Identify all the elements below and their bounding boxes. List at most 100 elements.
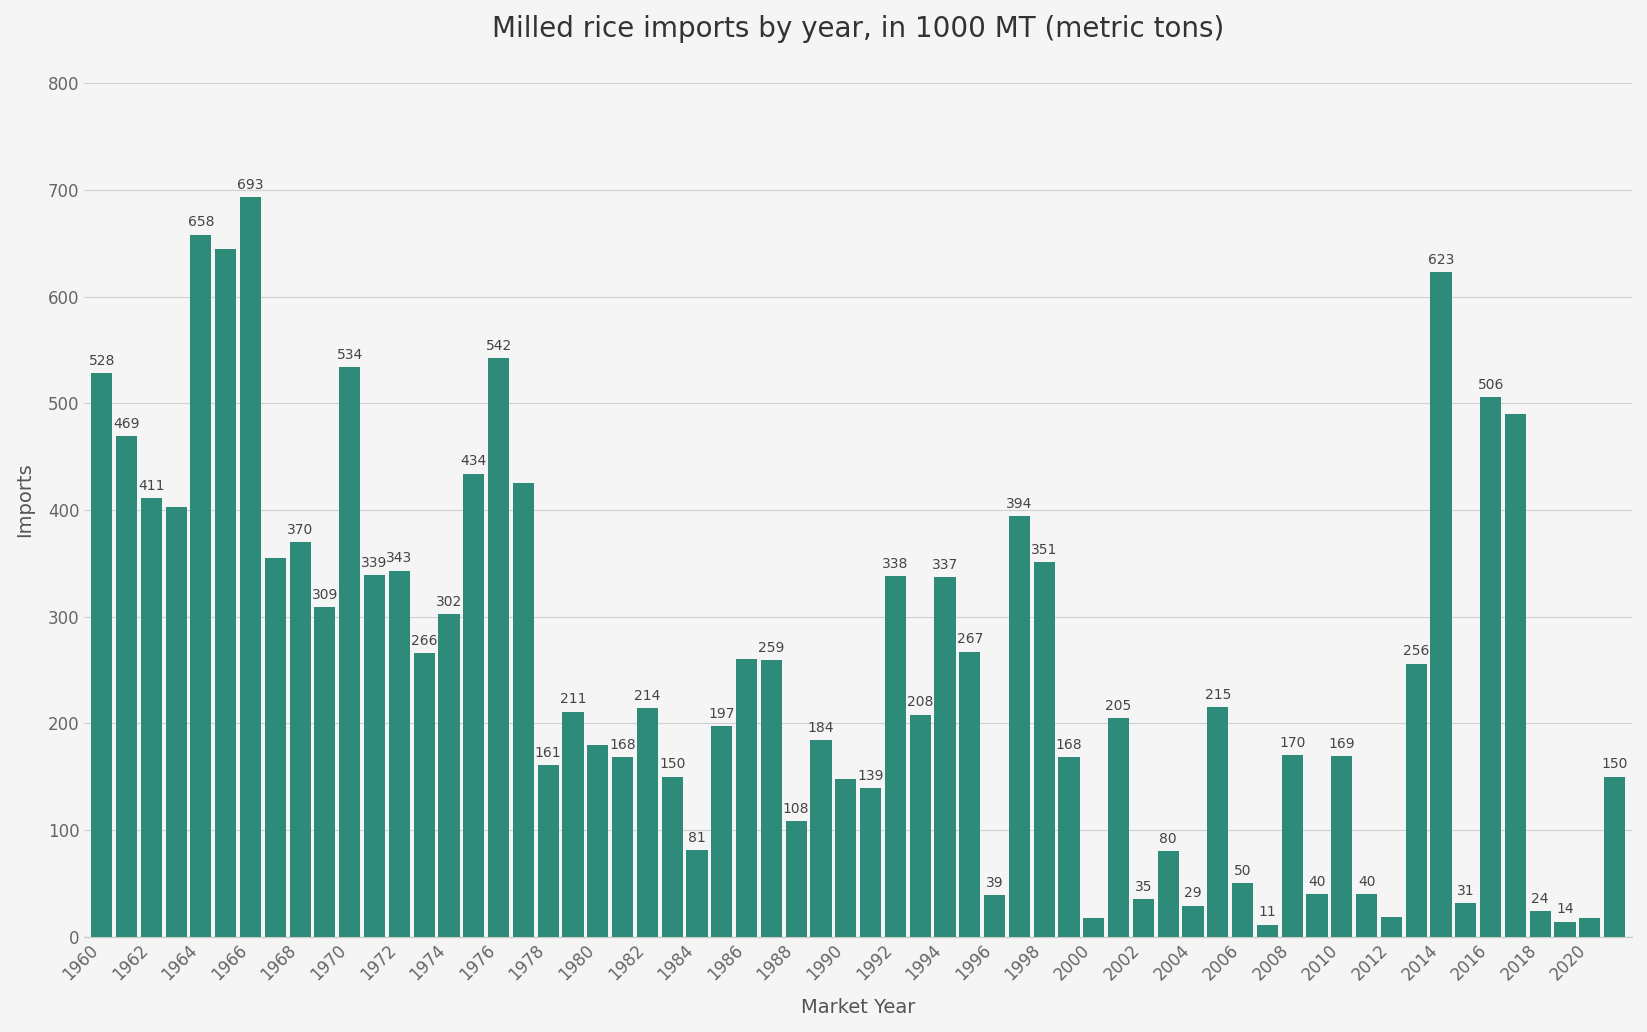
Bar — [810, 740, 832, 937]
Bar — [662, 776, 684, 937]
Text: 150: 150 — [659, 757, 685, 771]
Bar — [1010, 516, 1029, 937]
Text: 542: 542 — [486, 340, 512, 353]
Text: 50: 50 — [1234, 864, 1252, 878]
Text: 506: 506 — [1477, 378, 1504, 391]
Bar — [959, 652, 980, 937]
Text: 184: 184 — [807, 721, 835, 735]
Text: 266: 266 — [410, 634, 438, 647]
Bar — [488, 358, 509, 937]
Text: 309: 309 — [311, 587, 338, 602]
Bar — [1331, 756, 1352, 937]
Text: 11: 11 — [1258, 905, 1276, 920]
Bar — [364, 575, 385, 937]
Bar — [1481, 397, 1500, 937]
Text: 434: 434 — [461, 454, 488, 469]
Bar — [389, 571, 410, 937]
Bar — [613, 757, 632, 937]
Bar — [1133, 899, 1155, 937]
Bar — [512, 483, 534, 937]
Text: 31: 31 — [1458, 884, 1474, 898]
Bar — [1579, 918, 1601, 937]
Text: 267: 267 — [957, 633, 983, 646]
Text: 351: 351 — [1031, 543, 1057, 557]
Bar — [1405, 664, 1426, 937]
Bar — [1207, 707, 1229, 937]
Bar — [216, 249, 236, 937]
Text: 168: 168 — [1056, 738, 1082, 752]
Bar — [1281, 755, 1303, 937]
Text: 108: 108 — [782, 802, 809, 816]
Bar — [191, 234, 211, 937]
Text: 205: 205 — [1105, 699, 1131, 712]
Text: 259: 259 — [758, 641, 784, 655]
Bar — [1232, 883, 1253, 937]
Bar — [712, 727, 733, 937]
Text: 528: 528 — [89, 354, 115, 368]
Bar — [1530, 911, 1551, 937]
Text: 139: 139 — [858, 769, 884, 783]
Text: 338: 338 — [883, 556, 909, 571]
Bar — [934, 577, 955, 937]
Text: 215: 215 — [1204, 688, 1230, 702]
Bar — [166, 507, 186, 937]
Bar — [290, 542, 311, 937]
Text: 256: 256 — [1403, 644, 1430, 658]
Text: 150: 150 — [1601, 757, 1627, 771]
Bar — [761, 660, 782, 937]
Text: 170: 170 — [1280, 736, 1306, 750]
Bar — [1355, 894, 1377, 937]
Bar — [1505, 414, 1527, 937]
Text: 658: 658 — [188, 216, 214, 229]
Bar — [786, 821, 807, 937]
Text: 81: 81 — [688, 831, 707, 845]
Text: 469: 469 — [114, 417, 140, 431]
Y-axis label: Imports: Imports — [15, 462, 35, 537]
Text: 343: 343 — [387, 551, 412, 566]
Text: 35: 35 — [1135, 880, 1153, 894]
Text: 169: 169 — [1329, 737, 1355, 751]
Text: 39: 39 — [987, 875, 1003, 890]
Bar — [265, 558, 287, 937]
Title: Milled rice imports by year, in 1000 MT (metric tons): Milled rice imports by year, in 1000 MT … — [492, 15, 1224, 43]
Text: 693: 693 — [237, 179, 264, 192]
Bar — [115, 437, 137, 937]
Bar — [339, 367, 361, 937]
Bar — [91, 374, 112, 937]
Bar — [463, 474, 484, 937]
Text: 623: 623 — [1428, 253, 1454, 267]
Bar — [687, 850, 708, 937]
Bar — [884, 576, 906, 937]
Text: 29: 29 — [1184, 886, 1202, 900]
Text: 339: 339 — [361, 555, 387, 570]
Text: 370: 370 — [287, 522, 313, 537]
Bar — [1084, 918, 1105, 937]
Bar — [637, 708, 657, 937]
Bar — [1158, 851, 1179, 937]
Text: 14: 14 — [1556, 902, 1575, 916]
Text: 211: 211 — [560, 692, 586, 706]
Bar — [1059, 757, 1079, 937]
Bar — [736, 659, 758, 937]
Bar — [835, 779, 856, 937]
Bar — [588, 744, 608, 937]
Bar — [240, 197, 262, 937]
Text: 337: 337 — [932, 558, 959, 572]
Bar — [1108, 718, 1130, 937]
Text: 161: 161 — [535, 745, 562, 760]
Bar — [315, 607, 336, 937]
Bar — [1431, 272, 1451, 937]
Text: 411: 411 — [138, 479, 165, 493]
Bar — [1555, 922, 1576, 937]
Bar — [537, 765, 558, 937]
X-axis label: Market Year: Market Year — [800, 998, 916, 1017]
Text: 24: 24 — [1532, 892, 1548, 906]
Bar — [1306, 894, 1327, 937]
Bar — [860, 788, 881, 937]
Bar — [909, 715, 931, 937]
Bar — [1380, 917, 1402, 937]
Bar — [1257, 925, 1278, 937]
Text: 302: 302 — [436, 595, 463, 609]
Text: 40: 40 — [1308, 874, 1326, 889]
Bar — [983, 895, 1005, 937]
